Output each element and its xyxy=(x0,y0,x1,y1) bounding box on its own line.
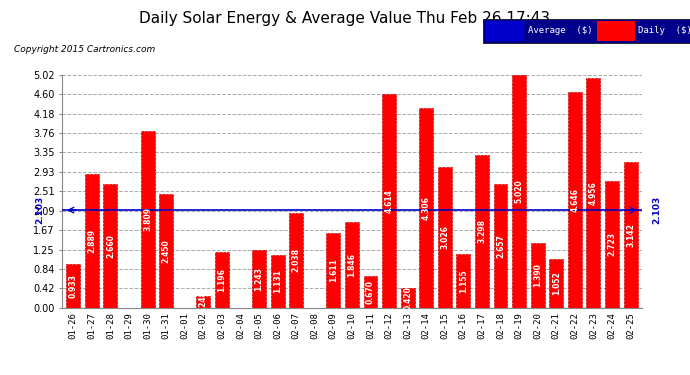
Text: 0.670: 0.670 xyxy=(366,280,375,304)
Bar xyxy=(401,288,415,308)
Text: 2.103: 2.103 xyxy=(652,196,661,224)
Bar xyxy=(586,78,600,308)
Bar xyxy=(289,213,303,308)
Text: 3.026: 3.026 xyxy=(440,225,449,249)
Bar xyxy=(326,233,340,308)
Text: 4.306: 4.306 xyxy=(422,196,431,220)
Text: 3.809: 3.809 xyxy=(143,207,152,231)
Text: 2.450: 2.450 xyxy=(161,239,170,262)
Text: 0.000: 0.000 xyxy=(310,281,319,305)
Text: 1.155: 1.155 xyxy=(459,269,468,292)
Text: 2.889: 2.889 xyxy=(88,228,97,253)
Bar xyxy=(549,259,563,308)
Bar xyxy=(420,108,433,308)
Bar xyxy=(475,155,489,308)
Bar xyxy=(252,250,266,308)
Bar xyxy=(456,254,471,308)
Bar xyxy=(624,162,638,308)
Text: 0.000: 0.000 xyxy=(236,281,245,305)
Text: 2.038: 2.038 xyxy=(292,248,301,272)
Text: 2.657: 2.657 xyxy=(496,234,505,258)
Text: Average  ($): Average ($) xyxy=(528,26,592,36)
Text: Daily Solar Energy & Average Value Thu Feb 26 17:43: Daily Solar Energy & Average Value Thu F… xyxy=(139,11,551,26)
Text: 4.956: 4.956 xyxy=(589,181,598,205)
Text: 1.390: 1.390 xyxy=(533,263,542,287)
Text: 1.052: 1.052 xyxy=(552,271,561,295)
Bar xyxy=(85,174,99,308)
Text: 1.131: 1.131 xyxy=(273,269,282,293)
Bar xyxy=(159,194,173,308)
Text: 0.000: 0.000 xyxy=(124,281,133,305)
Bar xyxy=(215,252,229,308)
Text: 0.420: 0.420 xyxy=(403,286,412,310)
Bar xyxy=(270,255,284,308)
Text: 1.611: 1.611 xyxy=(329,258,338,282)
Text: 1.243: 1.243 xyxy=(255,267,264,291)
Text: 3.298: 3.298 xyxy=(477,219,486,243)
Bar xyxy=(382,94,396,308)
Text: 4.614: 4.614 xyxy=(384,189,393,213)
Text: 3.142: 3.142 xyxy=(626,223,635,247)
Text: 5.020: 5.020 xyxy=(515,179,524,203)
Text: 2.723: 2.723 xyxy=(607,232,616,256)
Text: Copyright 2015 Cartronics.com: Copyright 2015 Cartronics.com xyxy=(14,45,155,54)
Text: Daily  ($): Daily ($) xyxy=(638,26,690,36)
Text: 1.196: 1.196 xyxy=(217,268,226,292)
Bar xyxy=(512,75,526,307)
Bar xyxy=(493,184,507,308)
Text: 0.933: 0.933 xyxy=(69,274,78,298)
Text: 2.103: 2.103 xyxy=(35,196,44,224)
Text: 0.248: 0.248 xyxy=(199,290,208,314)
Bar xyxy=(141,131,155,308)
Bar xyxy=(364,276,377,308)
Bar xyxy=(345,222,359,308)
Bar xyxy=(438,167,452,308)
Text: 4.646: 4.646 xyxy=(571,188,580,212)
Text: 1.846: 1.846 xyxy=(347,253,357,277)
Bar xyxy=(531,243,544,308)
Text: 2.660: 2.660 xyxy=(106,234,115,258)
Bar xyxy=(568,92,582,308)
Bar xyxy=(605,182,619,308)
Text: 0.000: 0.000 xyxy=(180,281,189,305)
Bar xyxy=(104,184,117,308)
Bar xyxy=(66,264,80,308)
Bar xyxy=(197,296,210,307)
